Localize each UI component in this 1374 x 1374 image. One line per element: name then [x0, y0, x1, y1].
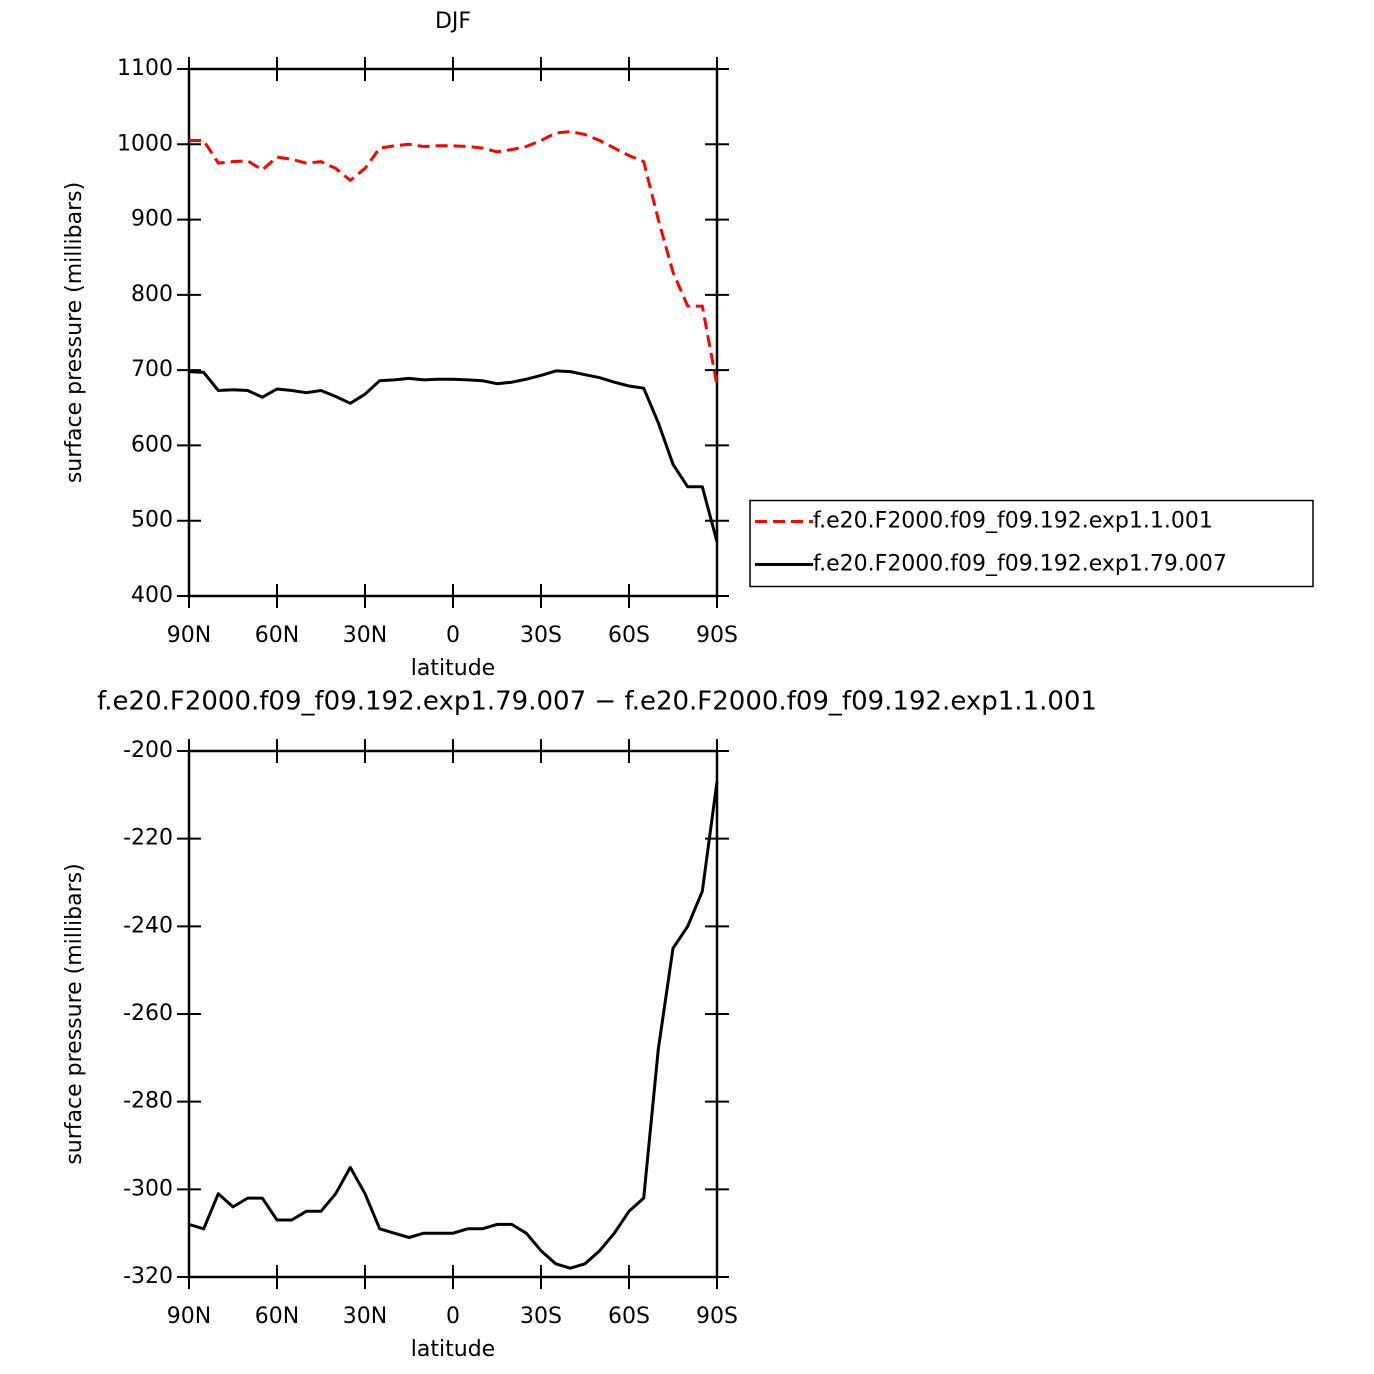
legend-label: f.e20.F2000.f09_f09.192.exp1.79.007: [813, 552, 1227, 577]
x-tick-label: 30S: [520, 1304, 562, 1329]
y-tick-label: 1100: [117, 56, 173, 81]
data-line: [188, 369, 719, 543]
y-tick-label: -300: [123, 1176, 173, 1201]
y-axis-label: surface pressure (millibars): [62, 863, 87, 1164]
x-tick-label: 30N: [343, 623, 387, 648]
chart-title: f.e20.F2000.f09_f09.192.exp1.79.007 − f.…: [97, 687, 1097, 717]
x-tick-label: 0: [446, 623, 460, 648]
data-line: [188, 781, 719, 1270]
chart-title: DJF: [435, 9, 471, 34]
plot-frame: [187, 749, 719, 1279]
y-tick-label: 800: [131, 282, 173, 307]
x-tick-label: 90N: [167, 1304, 211, 1329]
y-tick-label: -200: [123, 738, 173, 763]
y-tick-label: 1000: [117, 131, 173, 156]
x-tick-label: 30N: [343, 1304, 387, 1329]
legend-label: f.e20.F2000.f09_f09.192.exp1.1.001: [813, 509, 1213, 534]
x-tick-label: 60N: [255, 623, 299, 648]
y-tick-label: 700: [131, 357, 173, 382]
y-tick-label: -260: [123, 1001, 173, 1026]
x-tick-label: 60N: [255, 1304, 299, 1329]
legend-box: [749, 499, 1314, 588]
y-tick-label: 600: [131, 432, 173, 457]
x-axis-label: latitude: [411, 656, 495, 681]
x-tick-label: 0: [446, 1304, 460, 1329]
y-tick-label: -220: [123, 826, 173, 851]
y-tick-label: -240: [123, 913, 173, 938]
x-tick-label: 60S: [608, 623, 650, 648]
y-tick-label: -320: [123, 1264, 173, 1289]
y-tick-label: 500: [131, 508, 173, 533]
x-tick-label: 60S: [608, 1304, 650, 1329]
x-tick-label: 90N: [167, 623, 211, 648]
y-tick-label: 900: [131, 207, 173, 232]
x-tick-label: 90S: [696, 1304, 738, 1329]
y-tick-label: -280: [123, 1089, 173, 1114]
x-axis-label: latitude: [411, 1337, 495, 1362]
y-axis-label: surface pressure (millibars): [62, 182, 87, 483]
x-tick-label: 30S: [520, 623, 562, 648]
plot-frame: [187, 67, 719, 598]
x-tick-label: 90S: [696, 623, 738, 648]
data-line: [189, 130, 719, 386]
y-tick-label: 400: [131, 583, 173, 608]
